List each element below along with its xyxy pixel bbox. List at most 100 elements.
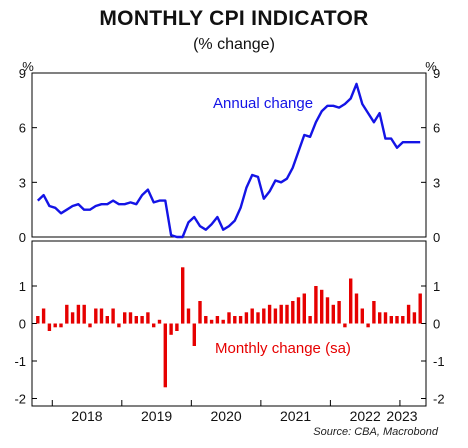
monthly-change-bar (76, 304, 81, 324)
annual-change-line (36, 82, 421, 239)
x-tick-label: 2019 (141, 408, 172, 424)
x-tick-label: 2018 (71, 408, 102, 424)
monthly-change-bar (123, 312, 127, 324)
monthly-change-bar (285, 304, 289, 324)
monthly-change-bar (94, 308, 98, 324)
x-axis-ticks: 2018 2019 2020 2021 2022 2023 (51, 400, 418, 424)
monthly-change-bar (59, 323, 63, 328)
monthly-change-bar (273, 308, 278, 324)
monthly-change-bar (366, 323, 370, 328)
monthly-change-bar (244, 312, 249, 324)
monthly-change-bar (82, 304, 86, 324)
monthly-change-bar (192, 323, 196, 346)
monthly-change-bar (169, 323, 173, 335)
annual-change-annotation: Annual change (213, 95, 313, 112)
bottom-ytick-label-left: 0 (19, 317, 26, 332)
monthly-change-annotation: Monthly change (sa) (215, 340, 351, 357)
monthly-change-bar (343, 323, 347, 328)
chart-subtitle: (% change) (193, 36, 275, 53)
monthly-change-bar (250, 308, 254, 324)
monthly-change-bar (36, 316, 40, 324)
bottom-ytick-label-right: -1 (433, 354, 445, 369)
monthly-change-bar (308, 316, 312, 324)
monthly-change-bar (383, 312, 388, 324)
monthly-change-bar (65, 304, 69, 324)
monthly-change-bar (331, 304, 335, 324)
monthly-change-bar (99, 308, 104, 324)
monthly-change-bar (204, 316, 208, 324)
x-tick-label: 2020 (211, 408, 242, 424)
monthly-change-bar (53, 323, 57, 328)
monthly-change-bar (296, 297, 301, 324)
monthly-change-bar (221, 319, 225, 324)
bottom-panel-ticks: -2 -2 -1 -1 0 0 1 1 (14, 279, 444, 407)
monthly-change-bar (88, 323, 92, 328)
monthly-change-bar (128, 312, 133, 324)
monthly-change-bars (36, 267, 422, 388)
monthly-change-bar (134, 316, 138, 324)
annual-change-series (36, 82, 421, 239)
x-tick-label: 2021 (280, 408, 311, 424)
monthly-change-bar (412, 312, 417, 324)
monthly-change-bar (111, 308, 115, 324)
monthly-change-bar (140, 316, 144, 324)
top-ytick-label-right: 0 (433, 230, 440, 245)
monthly-change-bar (152, 323, 156, 328)
bottom-ytick-label-left: -1 (14, 354, 26, 369)
monthly-change-bar (227, 312, 231, 324)
top-ytick-label-right: 3 (433, 175, 440, 190)
monthly-change-bar (105, 316, 109, 324)
monthly-change-bar (198, 301, 202, 324)
monthly-change-bar (262, 308, 266, 324)
bottom-ytick-label-left: -2 (14, 392, 26, 407)
x-tick-label: 2022 (350, 408, 381, 424)
top-ytick-label-left: 3 (19, 175, 26, 190)
monthly-change-bar (215, 316, 220, 324)
bottom-ytick-label-right: 1 (433, 279, 440, 294)
monthly-change-bar (389, 316, 393, 324)
monthly-change-bar (302, 293, 306, 324)
monthly-change-bar (256, 312, 260, 324)
top-panel-ticks: 0 0 3 3 6 6 9 9 (19, 66, 440, 245)
bottom-ytick-label-right: 0 (433, 317, 440, 332)
top-ytick-label-left: 0 (19, 230, 26, 245)
monthly-change-bar (157, 319, 162, 324)
monthly-change-bar (337, 301, 341, 324)
monthly-change-bar (349, 278, 353, 324)
x-tick-label: 2023 (386, 408, 417, 424)
source-note: Source: CBA, Macrobond (313, 426, 438, 438)
top-panel-frame (31, 72, 427, 238)
monthly-change-bar (360, 308, 364, 324)
monthly-change-bar (146, 312, 150, 324)
top-unit-label-left: % (22, 59, 34, 74)
monthly-change-bar (395, 316, 399, 324)
monthly-change-bar (163, 323, 167, 388)
monthly-change-bar (325, 297, 330, 324)
monthly-change-bar (238, 316, 243, 324)
chart-title: MONTHLY CPI INDICATOR (99, 7, 369, 30)
monthly-change-bar (175, 323, 179, 331)
monthly-change-bar (233, 316, 237, 324)
monthly-change-bar (41, 308, 46, 324)
monthly-change-bar (181, 267, 185, 324)
monthly-change-bar (291, 301, 295, 324)
monthly-change-bar (320, 289, 324, 324)
bottom-ytick-label-right: -2 (433, 392, 445, 407)
monthly-change-bar (418, 293, 422, 324)
bottom-ytick-label-left: 1 (19, 279, 26, 294)
top-ytick-label-left: 6 (19, 121, 26, 136)
monthly-change-bar (406, 304, 411, 324)
top-ytick-label-left: 9 (19, 66, 26, 81)
monthly-change-bar (209, 319, 214, 324)
monthly-change-bar (401, 316, 405, 324)
monthly-change-bar (354, 293, 359, 324)
monthly-change-bar (70, 312, 75, 324)
monthly-change-bar (117, 323, 121, 328)
top-ytick-label-right: 9 (433, 66, 440, 81)
monthly-change-bar (47, 323, 52, 331)
monthly-change-bar (267, 304, 272, 324)
top-ytick-label-right: 6 (433, 121, 440, 136)
monthly-change-bar (314, 286, 318, 324)
monthly-change-bar (279, 304, 283, 324)
